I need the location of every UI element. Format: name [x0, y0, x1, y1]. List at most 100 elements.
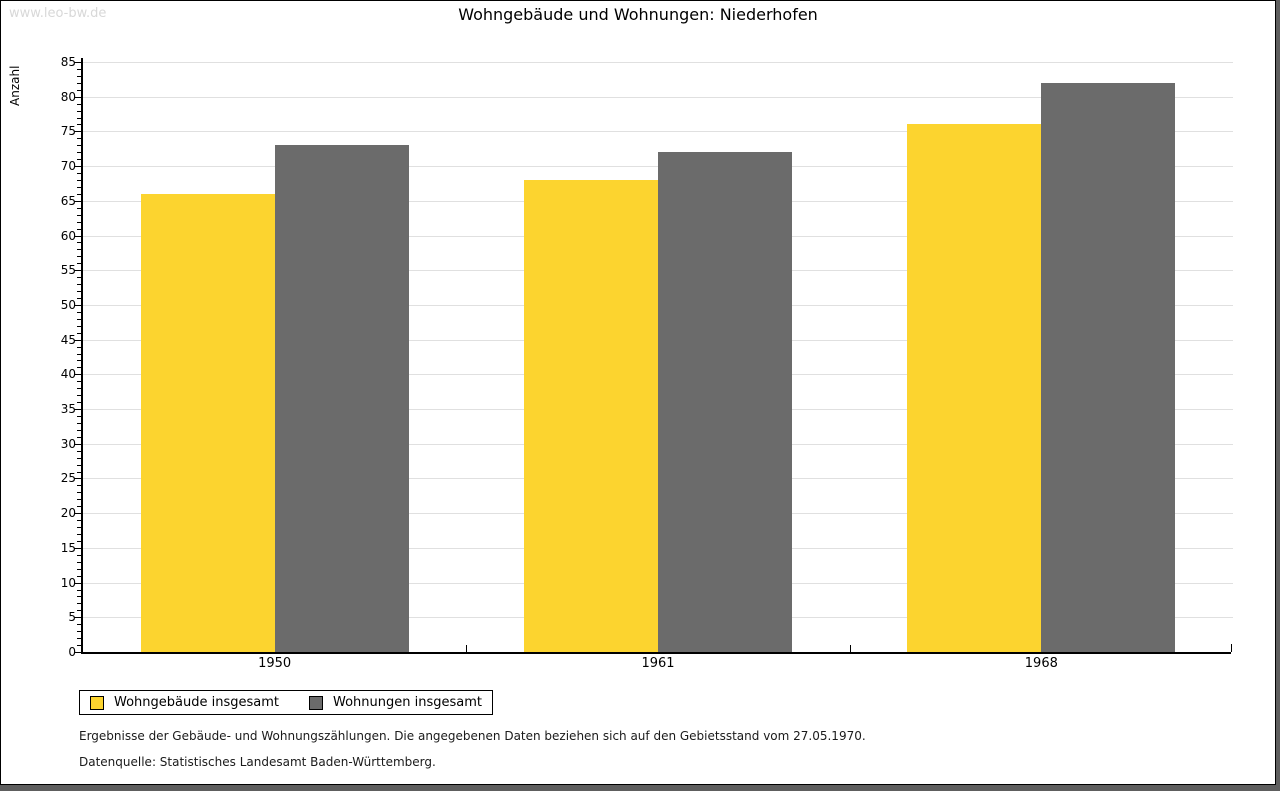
- y-tick-label: 30: [60, 436, 76, 451]
- y-minor-tick: [77, 561, 81, 563]
- y-minor-tick: [77, 360, 81, 362]
- y-major-tick: [74, 131, 81, 133]
- y-minor-tick: [77, 381, 81, 383]
- y-minor-tick: [77, 82, 81, 84]
- y-minor-tick: [77, 291, 81, 293]
- y-minor-tick: [77, 568, 81, 570]
- gridline: [83, 62, 1233, 63]
- y-axis-line: [81, 58, 83, 654]
- y-minor-tick: [77, 284, 81, 286]
- y-major-tick: [74, 270, 81, 272]
- y-minor-tick: [77, 325, 81, 327]
- y-tick-label: 35: [60, 402, 76, 417]
- y-minor-tick: [77, 346, 81, 348]
- y-minor-tick: [77, 173, 81, 175]
- x-axis-line: [83, 652, 1231, 654]
- y-minor-tick: [77, 298, 81, 299]
- y-minor-tick: [77, 138, 81, 140]
- watermark: www.leo-bw.de: [9, 6, 107, 21]
- bar-1968-series-1: [1041, 82, 1176, 652]
- y-minor-tick: [77, 332, 81, 334]
- y-major-tick: [74, 339, 81, 341]
- footnote-line-2: Datenquelle: Statistisches Landesamt Bad…: [79, 755, 436, 769]
- y-major-tick: [74, 62, 81, 63]
- y-minor-tick: [77, 436, 81, 438]
- y-minor-tick: [77, 159, 81, 161]
- legend-swatch-icon: [90, 695, 104, 710]
- y-minor-tick: [77, 388, 81, 390]
- y-minor-tick: [77, 499, 81, 501]
- y-minor-tick: [77, 249, 81, 251]
- y-minor-tick: [77, 353, 81, 355]
- y-minor-tick: [77, 68, 81, 70]
- y-major-tick: [74, 409, 81, 411]
- y-minor-tick: [77, 145, 81, 147]
- bar-1961-series-1: [658, 152, 792, 652]
- y-tick-label: 50: [60, 297, 76, 312]
- y-tick-label: 60: [60, 228, 76, 243]
- legend-item-0: Wohngebäude insgesamt: [90, 695, 279, 710]
- y-minor-tick: [77, 263, 81, 265]
- y-minor-tick: [77, 402, 81, 404]
- y-tick-label: 25: [60, 471, 76, 486]
- y-minor-tick: [77, 471, 81, 473]
- y-minor-tick: [77, 75, 81, 77]
- y-minor-tick: [77, 540, 81, 542]
- x-boundary-tick: [849, 645, 851, 652]
- bar-1950-series-0: [140, 193, 275, 652]
- bar-1950-series-1: [274, 145, 409, 652]
- legend-swatch-icon: [309, 695, 323, 710]
- y-major-tick: [74, 443, 81, 445]
- legend: Wohngebäude insgesamt Wohnungen insgesamt: [79, 690, 493, 715]
- y-major-tick: [74, 652, 81, 653]
- y-minor-tick: [77, 575, 81, 577]
- x-category-label: 1968: [1024, 656, 1058, 671]
- legend-label: Wohngebäude insgesamt: [114, 695, 279, 710]
- y-minor-tick: [77, 492, 81, 494]
- y-minor-tick: [77, 180, 81, 181]
- y-minor-tick: [77, 318, 81, 320]
- y-minor-tick: [77, 527, 81, 529]
- y-minor-tick: [77, 256, 81, 258]
- y-tick-label: 80: [60, 89, 76, 104]
- y-tick-label: 55: [60, 263, 76, 278]
- y-major-tick: [74, 166, 81, 168]
- y-minor-tick: [77, 422, 81, 424]
- y-minor-tick: [77, 603, 81, 605]
- y-major-tick: [74, 582, 81, 584]
- y-minor-tick: [77, 242, 81, 244]
- y-major-tick: [74, 513, 81, 515]
- y-minor-tick: [77, 520, 81, 522]
- y-minor-tick: [77, 228, 81, 230]
- footnote-line-1: Ergebnisse der Gebäude- und Wohnungszähl…: [79, 729, 866, 743]
- y-minor-tick: [77, 457, 81, 459]
- x-category-label: 1961: [641, 656, 675, 671]
- y-tick-label: 0: [68, 645, 76, 659]
- y-major-tick: [74, 374, 81, 376]
- y-tick-label: 5: [68, 610, 76, 625]
- y-minor-tick: [77, 645, 81, 647]
- y-tick-label: 75: [60, 124, 76, 139]
- bar-1968-series-0: [907, 124, 1042, 652]
- y-minor-tick: [77, 534, 81, 535]
- y-minor-tick: [77, 186, 81, 188]
- x-category-label: 1950: [258, 656, 292, 671]
- y-major-tick: [74, 200, 81, 202]
- y-minor-tick: [77, 464, 81, 466]
- y-minor-tick: [77, 89, 81, 91]
- y-minor-tick: [77, 103, 81, 105]
- y-tick-label: 65: [60, 193, 76, 208]
- y-minor-tick: [77, 589, 81, 591]
- x-boundary-tick: [466, 645, 468, 652]
- y-tick-label: 10: [60, 575, 76, 590]
- y-minor-tick: [77, 117, 81, 119]
- y-minor-tick: [77, 610, 81, 612]
- gridline: [83, 96, 1233, 98]
- y-major-tick: [74, 617, 81, 619]
- bar-1961-series-0: [524, 180, 658, 652]
- y-tick-label: 15: [60, 540, 76, 555]
- y-tick-label: 45: [60, 332, 76, 347]
- y-minor-tick: [77, 624, 81, 626]
- y-tick-label: 20: [60, 506, 76, 521]
